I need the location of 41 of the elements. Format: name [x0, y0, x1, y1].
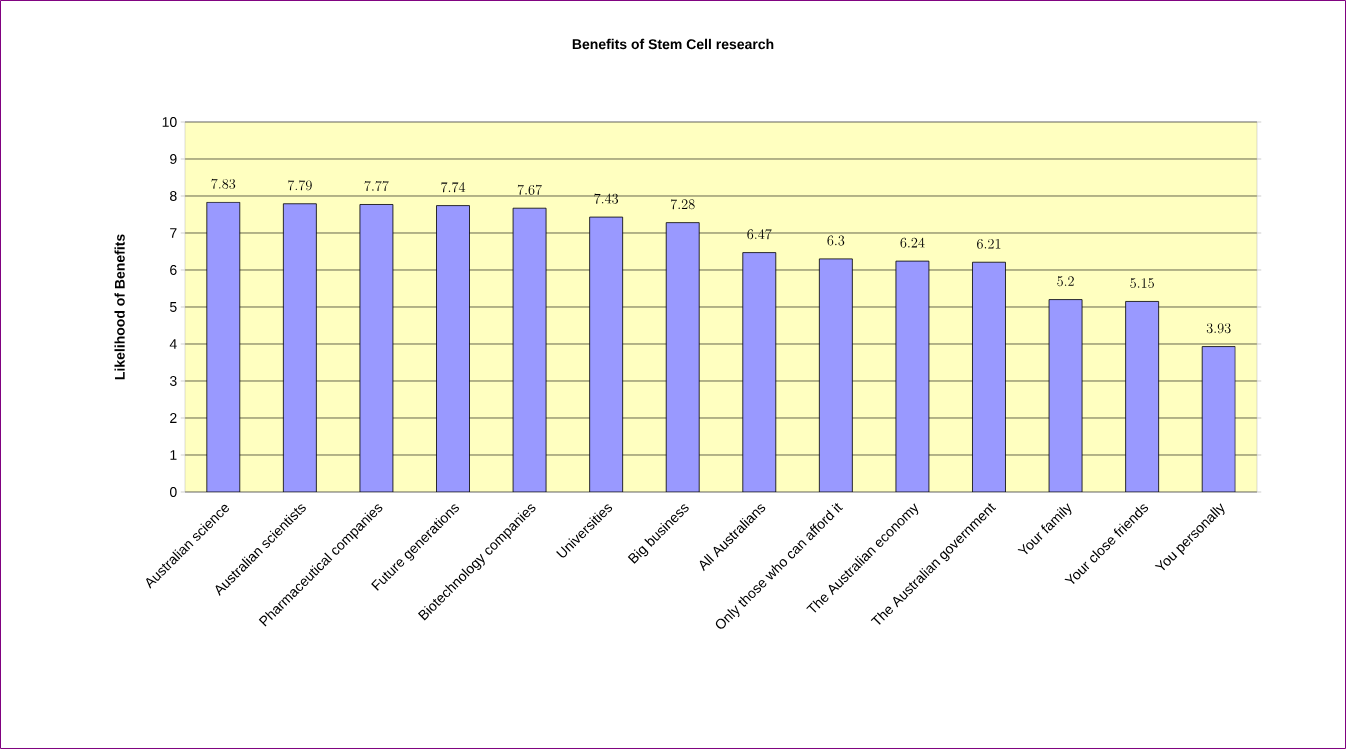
bar — [359, 204, 394, 492]
bar — [1201, 346, 1236, 492]
y-tick-label: 0 — [169, 487, 177, 497]
y-tick-label: 7 — [170, 228, 177, 238]
data-label: 7.43 — [594, 193, 619, 204]
bar — [1048, 299, 1083, 492]
bar — [282, 203, 317, 492]
data-label: 7.83 — [211, 178, 236, 189]
data-label: 5. 15 — [1130, 278, 1154, 288]
y-tick-label: 4 — [169, 339, 177, 349]
y-tick-label: 9 — [170, 154, 177, 164]
data-label: 6.3 — [827, 235, 845, 246]
data-label: 3.93 — [1206, 323, 1231, 334]
bar — [742, 252, 777, 492]
bar — [665, 222, 700, 492]
data-label: 6.24 — [900, 237, 925, 248]
y-tick-label: 8 — [170, 191, 177, 201]
y-tick-label: 2 — [170, 413, 177, 423]
y-tick-label: 5 — [169, 302, 177, 312]
y-tick-label: 10 — [162, 117, 177, 127]
bar — [972, 261, 1006, 492]
bar — [512, 207, 547, 492]
data-label: 7.28 — [670, 199, 695, 210]
bar — [589, 216, 624, 492]
data-label: 6.21 — [977, 238, 1001, 249]
bar — [1125, 301, 1160, 492]
data-label: 7.67 — [517, 184, 542, 195]
data-label: 5.2 — [1057, 276, 1074, 287]
bar — [818, 258, 853, 492]
data-label: 7.79 — [288, 180, 312, 191]
chart-title: Benefits of Stem Cell research — [572, 38, 774, 50]
y-tick-label: 1 — [170, 450, 177, 460]
bar — [895, 260, 930, 492]
y-axis-title: Likelihood of Benefits — [114, 234, 125, 380]
data-label: 7.74 — [441, 182, 466, 193]
data-label: 7.77 — [364, 181, 389, 192]
bar — [436, 205, 470, 492]
y-tick-label: 6 — [170, 265, 177, 275]
y-tick-label: 3 — [169, 376, 177, 386]
data-label: 6.47 — [747, 229, 772, 240]
bar — [206, 201, 241, 492]
